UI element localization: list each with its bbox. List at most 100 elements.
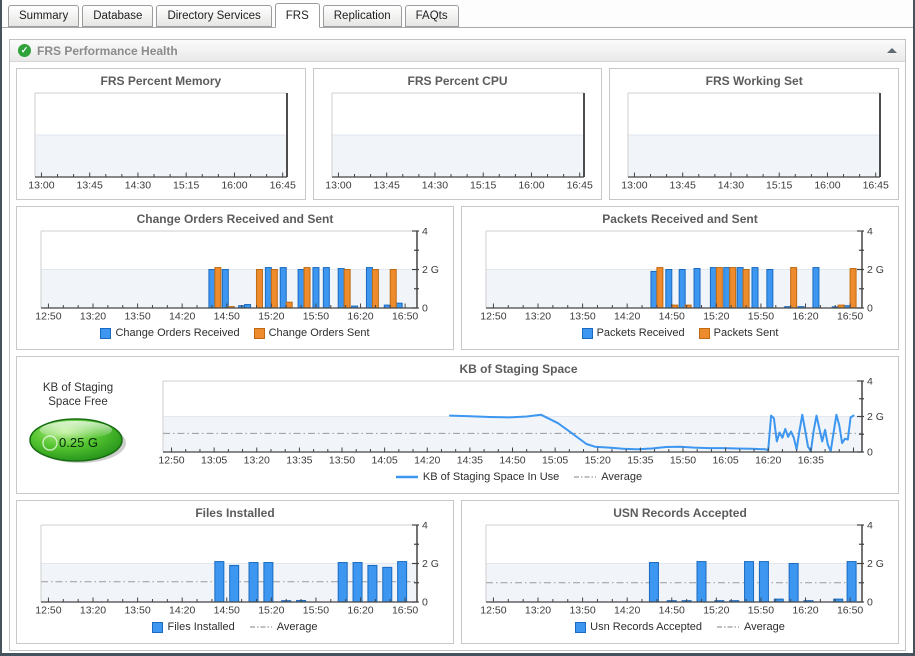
svg-text:14:35: 14:35 bbox=[457, 455, 483, 467]
section-title: FRS Performance Health bbox=[37, 43, 178, 58]
svg-text:13:05: 13:05 bbox=[201, 455, 227, 467]
svg-text:4: 4 bbox=[422, 522, 428, 532]
row-staging-space: KB of Staging Space Free bbox=[16, 356, 899, 494]
legend-item: Packets Sent bbox=[698, 327, 779, 339]
svg-text:16:20: 16:20 bbox=[792, 605, 818, 617]
svg-text:2 G: 2 G bbox=[867, 558, 884, 570]
svg-text:15:20: 15:20 bbox=[703, 311, 729, 323]
legend-swatch-icon bbox=[100, 327, 112, 339]
tab-database[interactable]: Database bbox=[82, 5, 154, 27]
chart-title: USN Records Accepted bbox=[613, 506, 747, 520]
frs-percent-memory-chart: 13:00 13:45 14:30 15:15 16:00 16:45 bbox=[23, 90, 299, 193]
svg-text:15:35: 15:35 bbox=[627, 455, 653, 467]
svg-text:15:05: 15:05 bbox=[542, 455, 568, 467]
chart-title: FRS Working Set bbox=[705, 74, 803, 88]
tab-directory-services[interactable]: Directory Services bbox=[156, 5, 272, 27]
row-bar-charts-2: Files Installed 0 2 G 4 12:50 13:20 13:50 14:2… bbox=[16, 500, 899, 644]
legend-label: Files Installed bbox=[167, 621, 235, 633]
panel-files-installed: Files Installed 0 2 G 4 12:50 13:20 13:50 14:2… bbox=[16, 500, 454, 644]
chart-title: Files Installed bbox=[195, 506, 275, 520]
tab-replication[interactable]: Replication bbox=[322, 5, 402, 27]
svg-text:14:20: 14:20 bbox=[169, 311, 195, 323]
legend-swatch-icon bbox=[575, 621, 587, 633]
collapse-section-icon[interactable] bbox=[887, 48, 897, 53]
svg-text:2 G: 2 G bbox=[867, 411, 884, 423]
svg-text:14:50: 14:50 bbox=[659, 311, 685, 323]
chart-canvas: 0 2 G 4 12:50 13:20 13:50 14:20 14:50 15:20 15:50… bbox=[480, 520, 884, 617]
chart-title: FRS Percent Memory bbox=[100, 74, 222, 88]
svg-text:4: 4 bbox=[867, 378, 873, 388]
gauge-led-icon bbox=[42, 435, 58, 451]
svg-text:4: 4 bbox=[422, 228, 428, 238]
row-top-charts: FRS Percent Memory 13:00 13:45 14:30 15:15 1… bbox=[16, 68, 900, 200]
packets-chart: 0 2 G 4 12:50 13:20 13:50 14:20 14:50 15:20 15:50… bbox=[468, 226, 892, 324]
svg-text:14:30: 14:30 bbox=[718, 180, 744, 192]
frs-working-set-chart: 13:00 13:45 14:30 15:15 16:00 16:45 bbox=[616, 90, 892, 193]
svg-text:0: 0 bbox=[867, 303, 873, 315]
svg-text:12:50: 12:50 bbox=[480, 311, 506, 323]
chart-title: FRS Percent CPU bbox=[407, 74, 508, 88]
kb-staging-space-chart: 0 2 G 4 12:50 13:05 13:20 13:35 13:50 14:05 14:20… bbox=[145, 376, 892, 468]
legend-item: Average bbox=[249, 621, 318, 633]
section-body: FRS Percent Memory 13:00 13:45 14:30 15:15 1… bbox=[10, 62, 905, 650]
files-installed-chart: 0 2 G 4 12:50 13:20 13:50 14:20 14:50 15:20 15:50… bbox=[23, 520, 447, 618]
chart-title: KB of Staging Space bbox=[459, 362, 578, 376]
svg-text:15:50: 15:50 bbox=[303, 311, 329, 323]
usn-records-chart: 0 2 G 4 12:50 13:20 13:50 14:20 14:50 15:20 15:50… bbox=[468, 520, 892, 618]
legend-item: Files Installed bbox=[152, 621, 235, 633]
tab-frs[interactable]: FRS bbox=[274, 3, 320, 28]
change-orders-legend: Change Orders Received Change Orders Sent bbox=[17, 324, 453, 342]
legend-item: Average bbox=[716, 621, 785, 633]
svg-text:0: 0 bbox=[422, 303, 428, 315]
svg-text:15:15: 15:15 bbox=[470, 180, 496, 192]
svg-text:16:20: 16:20 bbox=[347, 605, 373, 617]
packets-legend: Packets Received Packets Sent bbox=[462, 324, 898, 342]
svg-text:15:50: 15:50 bbox=[748, 311, 774, 323]
svg-text:2 G: 2 G bbox=[422, 264, 439, 276]
chart-canvas: 13:00 13:45 14:30 15:15 16:00 16:45 bbox=[325, 92, 593, 192]
legend-swatch-icon bbox=[581, 327, 593, 339]
legend-swatch-icon bbox=[698, 327, 710, 339]
svg-text:2 G: 2 G bbox=[422, 558, 439, 570]
chart-canvas: 0 2 G 4 12:50 13:20 13:50 14:20 14:50 15:20 15:50… bbox=[480, 226, 884, 323]
svg-text:15:50: 15:50 bbox=[303, 605, 329, 617]
panel-change-orders: Change Orders Received and Sent 0 2 G 4 12:… bbox=[16, 206, 454, 350]
svg-text:13:50: 13:50 bbox=[329, 455, 355, 467]
chart-canvas: 0 2 G 4 12:50 13:20 13:50 14:20 14:50 15:20 15:50… bbox=[35, 226, 439, 323]
panel-usn-records: USN Records Accepted 0 2 G 4 12:50 13:20 13:5… bbox=[461, 500, 899, 644]
usn-records-legend: Usn Records Accepted Average bbox=[462, 618, 898, 636]
svg-text:16:20: 16:20 bbox=[755, 455, 781, 467]
svg-text:14:20: 14:20 bbox=[169, 605, 195, 617]
svg-text:13:20: 13:20 bbox=[80, 605, 106, 617]
panel-packets: Packets Received and Sent 0 2 G 4 12:50 13:2… bbox=[461, 206, 899, 350]
legend-label: Average bbox=[276, 621, 318, 633]
chart-canvas: 13:00 13:45 14:30 15:15 16:00 16:45 bbox=[28, 92, 296, 192]
tab-summary[interactable]: Summary bbox=[8, 5, 80, 27]
svg-text:14:30: 14:30 bbox=[125, 180, 151, 192]
svg-text:16:20: 16:20 bbox=[792, 311, 818, 323]
svg-text:14:05: 14:05 bbox=[371, 455, 397, 467]
svg-text:13:50: 13:50 bbox=[124, 605, 150, 617]
staging-space-free-gauge: 0.25 G bbox=[29, 418, 126, 463]
svg-text:15:20: 15:20 bbox=[585, 455, 611, 467]
legend-swatch-icon bbox=[253, 327, 265, 339]
chart-title: Packets Received and Sent bbox=[602, 212, 758, 226]
legend-swatch-icon bbox=[152, 621, 164, 633]
svg-text:16:05: 16:05 bbox=[712, 455, 738, 467]
svg-text:15:15: 15:15 bbox=[766, 180, 792, 192]
svg-text:12:50: 12:50 bbox=[35, 605, 61, 617]
svg-text:13:50: 13:50 bbox=[124, 311, 150, 323]
svg-text:13:20: 13:20 bbox=[80, 311, 106, 323]
legend-label: Packets Sent bbox=[713, 327, 779, 339]
kb-staging-legend: KB of Staging Space In Use Average bbox=[139, 468, 898, 486]
tab-faqts[interactable]: FAQts bbox=[404, 5, 459, 27]
legend-item: Usn Records Accepted bbox=[575, 621, 702, 633]
svg-text:13:50: 13:50 bbox=[569, 605, 595, 617]
panel-frs-working-set: FRS Working Set 13:00 13:45 14:30 15:15 16:0… bbox=[609, 68, 900, 200]
svg-text:15:50: 15:50 bbox=[670, 455, 696, 467]
svg-text:12:50: 12:50 bbox=[480, 605, 506, 617]
svg-text:15:20: 15:20 bbox=[258, 311, 284, 323]
kb-staging-chart-column: KB of Staging Space 0 2 G 4 12:50 13:05 13:20… bbox=[139, 357, 898, 493]
legend-swatch-icon bbox=[395, 475, 418, 479]
row-bar-charts-1: Change Orders Received and Sent 0 2 G 4 12:… bbox=[16, 206, 899, 350]
